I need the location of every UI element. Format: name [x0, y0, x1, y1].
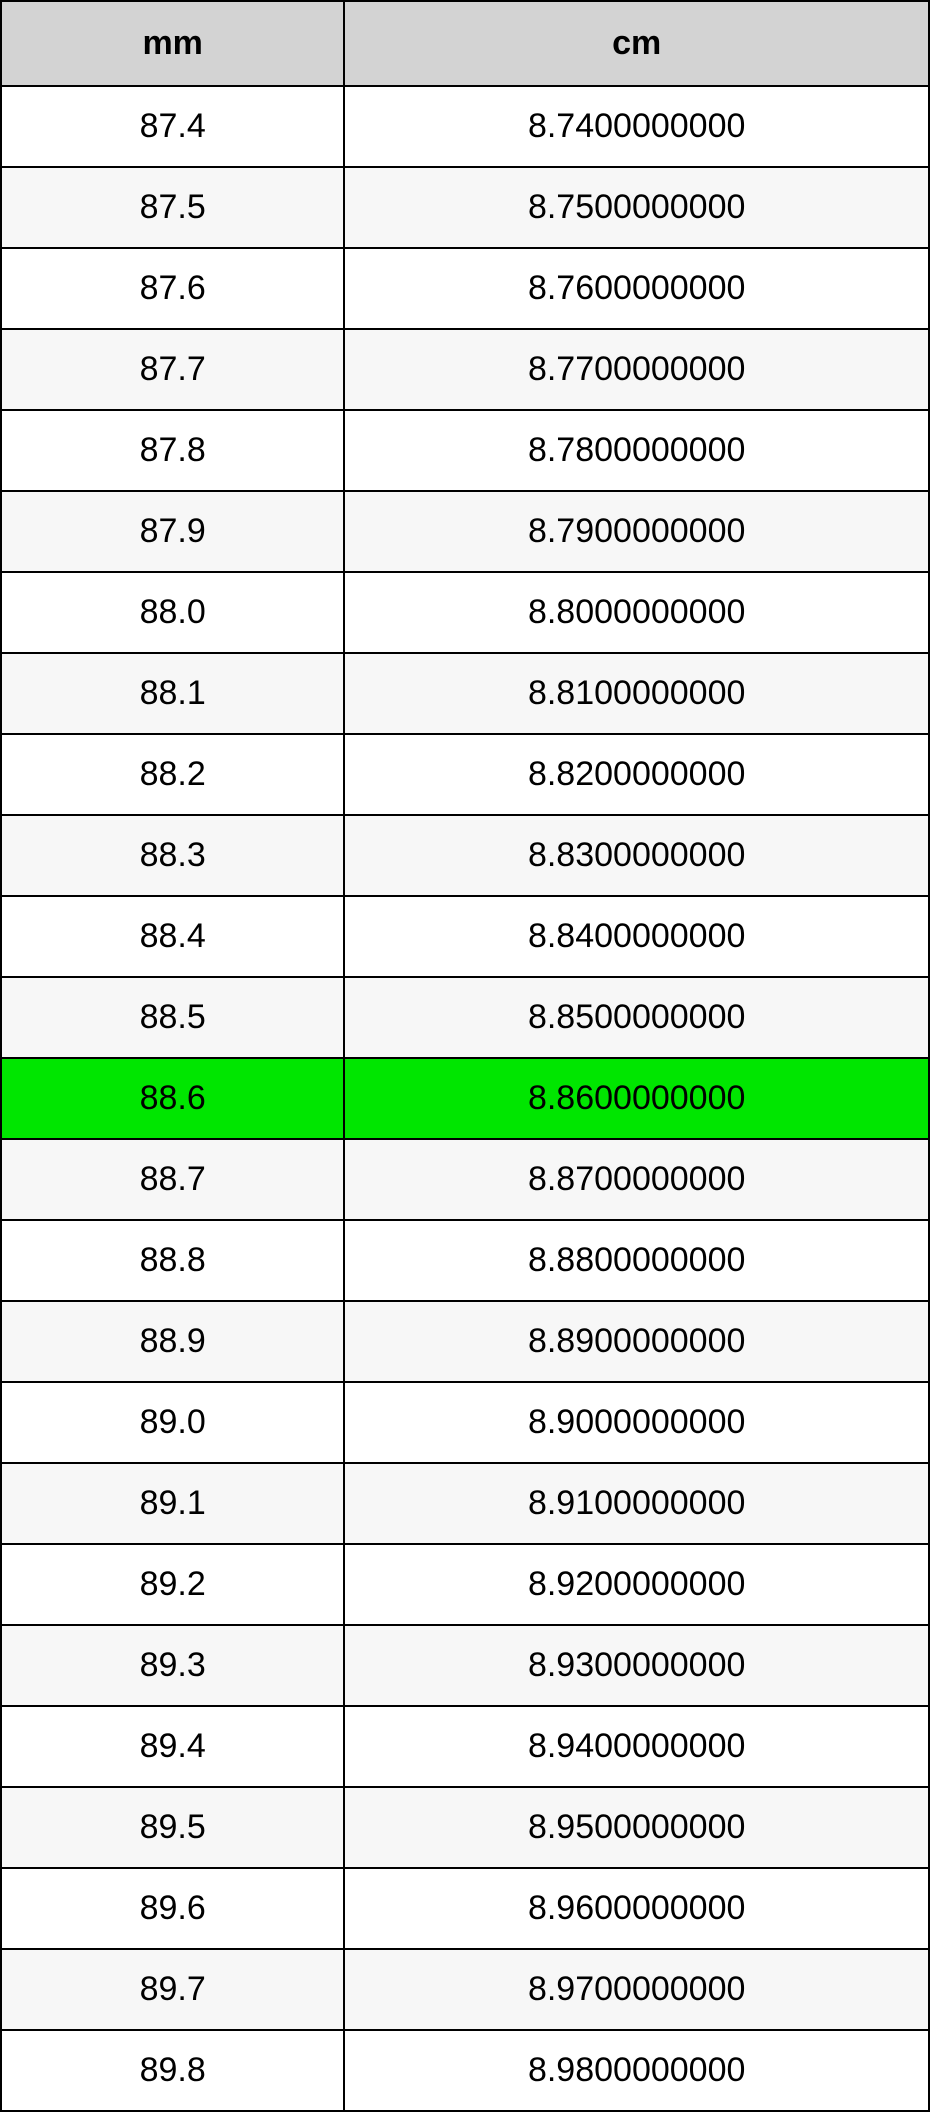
cell-mm: 87.8	[1, 410, 344, 491]
cell-cm: 8.9100000000	[344, 1463, 929, 1544]
table-row: 87.88.7800000000	[1, 410, 929, 491]
table-row: 87.68.7600000000	[1, 248, 929, 329]
table-row: 88.88.8800000000	[1, 1220, 929, 1301]
cell-cm: 8.8200000000	[344, 734, 929, 815]
cell-mm: 88.9	[1, 1301, 344, 1382]
cell-cm: 8.7400000000	[344, 86, 929, 167]
cell-mm: 89.5	[1, 1787, 344, 1868]
cell-mm: 88.0	[1, 572, 344, 653]
cell-mm: 88.2	[1, 734, 344, 815]
cell-mm: 88.5	[1, 977, 344, 1058]
table-row: 88.28.8200000000	[1, 734, 929, 815]
cell-cm: 8.7700000000	[344, 329, 929, 410]
cell-mm: 89.2	[1, 1544, 344, 1625]
table-row: 88.38.8300000000	[1, 815, 929, 896]
cell-cm: 8.9500000000	[344, 1787, 929, 1868]
table-row: 88.18.8100000000	[1, 653, 929, 734]
table-row: 87.48.7400000000	[1, 86, 929, 167]
cell-mm: 89.7	[1, 1949, 344, 2030]
cell-mm: 89.0	[1, 1382, 344, 1463]
table-row: 88.58.8500000000	[1, 977, 929, 1058]
cell-mm: 89.4	[1, 1706, 344, 1787]
cell-cm: 8.9800000000	[344, 2030, 929, 2111]
table-row: 89.78.9700000000	[1, 1949, 929, 2030]
table-row: 88.48.8400000000	[1, 896, 929, 977]
table-row: 89.18.9100000000	[1, 1463, 929, 1544]
cell-cm: 8.8800000000	[344, 1220, 929, 1301]
table-row: 88.78.8700000000	[1, 1139, 929, 1220]
table-row: 89.28.9200000000	[1, 1544, 929, 1625]
cell-cm: 8.7600000000	[344, 248, 929, 329]
table-row: 89.48.9400000000	[1, 1706, 929, 1787]
conversion-table: mm cm 87.48.740000000087.58.750000000087…	[0, 0, 930, 2112]
cell-mm: 87.6	[1, 248, 344, 329]
cell-mm: 89.3	[1, 1625, 344, 1706]
column-header-mm: mm	[1, 1, 344, 86]
cell-cm: 8.9700000000	[344, 1949, 929, 2030]
cell-cm: 8.9000000000	[344, 1382, 929, 1463]
cell-cm: 8.9400000000	[344, 1706, 929, 1787]
cell-cm: 8.8500000000	[344, 977, 929, 1058]
table-body: 87.48.740000000087.58.750000000087.68.76…	[1, 86, 929, 2111]
cell-mm: 88.8	[1, 1220, 344, 1301]
table-row: 87.98.7900000000	[1, 491, 929, 572]
cell-cm: 8.8400000000	[344, 896, 929, 977]
cell-cm: 8.9300000000	[344, 1625, 929, 1706]
cell-mm: 88.7	[1, 1139, 344, 1220]
cell-mm: 87.7	[1, 329, 344, 410]
table-row: 88.68.8600000000	[1, 1058, 929, 1139]
cell-mm: 87.4	[1, 86, 344, 167]
cell-mm: 88.4	[1, 896, 344, 977]
table-row: 89.88.9800000000	[1, 2030, 929, 2111]
table-row: 89.58.9500000000	[1, 1787, 929, 1868]
table-row: 89.68.9600000000	[1, 1868, 929, 1949]
table-row: 89.38.9300000000	[1, 1625, 929, 1706]
cell-mm: 88.1	[1, 653, 344, 734]
cell-mm: 87.9	[1, 491, 344, 572]
cell-cm: 8.8300000000	[344, 815, 929, 896]
table-header-row: mm cm	[1, 1, 929, 86]
table-row: 88.08.8000000000	[1, 572, 929, 653]
cell-mm: 89.6	[1, 1868, 344, 1949]
table-row: 89.08.9000000000	[1, 1382, 929, 1463]
cell-cm: 8.8700000000	[344, 1139, 929, 1220]
cell-mm: 89.8	[1, 2030, 344, 2111]
cell-cm: 8.7800000000	[344, 410, 929, 491]
column-header-cm: cm	[344, 1, 929, 86]
table-row: 88.98.8900000000	[1, 1301, 929, 1382]
cell-cm: 8.8900000000	[344, 1301, 929, 1382]
cell-mm: 89.1	[1, 1463, 344, 1544]
cell-cm: 8.7900000000	[344, 491, 929, 572]
table-row: 87.78.7700000000	[1, 329, 929, 410]
cell-mm: 88.3	[1, 815, 344, 896]
cell-cm: 8.9600000000	[344, 1868, 929, 1949]
cell-cm: 8.8000000000	[344, 572, 929, 653]
cell-cm: 8.7500000000	[344, 167, 929, 248]
cell-cm: 8.8600000000	[344, 1058, 929, 1139]
cell-mm: 87.5	[1, 167, 344, 248]
table-row: 87.58.7500000000	[1, 167, 929, 248]
cell-mm: 88.6	[1, 1058, 344, 1139]
cell-cm: 8.8100000000	[344, 653, 929, 734]
cell-cm: 8.9200000000	[344, 1544, 929, 1625]
